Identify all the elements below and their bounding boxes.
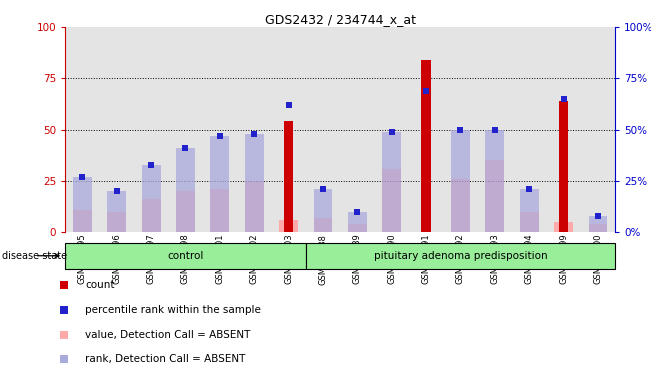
Bar <box>382 132 401 232</box>
Bar <box>559 101 568 232</box>
Bar <box>443 27 478 232</box>
Bar <box>451 129 470 232</box>
Bar <box>271 27 306 232</box>
Bar <box>142 199 161 232</box>
Text: disease state: disease state <box>2 251 67 261</box>
Bar <box>519 212 538 232</box>
Bar <box>279 220 298 232</box>
Bar <box>421 60 431 232</box>
Title: GDS2432 / 234744_x_at: GDS2432 / 234744_x_at <box>265 13 415 26</box>
Bar <box>210 136 229 232</box>
Bar <box>107 191 126 232</box>
Bar <box>65 27 100 232</box>
Bar <box>176 148 195 232</box>
Bar <box>134 27 168 232</box>
Bar <box>589 224 607 232</box>
Bar <box>107 212 126 232</box>
Bar <box>546 27 581 232</box>
Bar <box>581 27 615 232</box>
Bar <box>306 27 340 232</box>
Bar <box>314 189 333 232</box>
Bar <box>519 189 538 232</box>
Text: rank, Detection Call = ABSENT: rank, Detection Call = ABSENT <box>85 354 245 364</box>
Bar <box>512 27 546 232</box>
Bar <box>374 27 409 232</box>
Bar <box>451 179 470 232</box>
Bar <box>314 218 333 232</box>
Bar <box>486 161 505 232</box>
Bar <box>73 177 92 232</box>
Bar <box>486 129 505 232</box>
Bar <box>348 224 367 232</box>
Bar <box>202 27 237 232</box>
Bar <box>284 121 294 232</box>
Bar <box>245 181 264 232</box>
Bar <box>589 216 607 232</box>
Bar <box>210 189 229 232</box>
Text: count: count <box>85 280 115 290</box>
Text: control: control <box>167 251 204 261</box>
Bar <box>237 27 271 232</box>
Bar <box>382 169 401 232</box>
Bar <box>73 210 92 232</box>
Bar <box>176 191 195 232</box>
Text: pituitary adenoma predisposition: pituitary adenoma predisposition <box>374 251 547 261</box>
Bar <box>554 222 573 232</box>
Bar <box>245 134 264 232</box>
Bar <box>340 27 374 232</box>
Bar <box>409 27 443 232</box>
Bar <box>306 243 615 269</box>
Text: percentile rank within the sample: percentile rank within the sample <box>85 305 261 315</box>
Bar <box>100 27 134 232</box>
Bar <box>142 164 161 232</box>
Bar <box>65 243 306 269</box>
Bar <box>168 27 202 232</box>
Bar <box>478 27 512 232</box>
Text: value, Detection Call = ABSENT: value, Detection Call = ABSENT <box>85 329 251 339</box>
Bar <box>348 212 367 232</box>
